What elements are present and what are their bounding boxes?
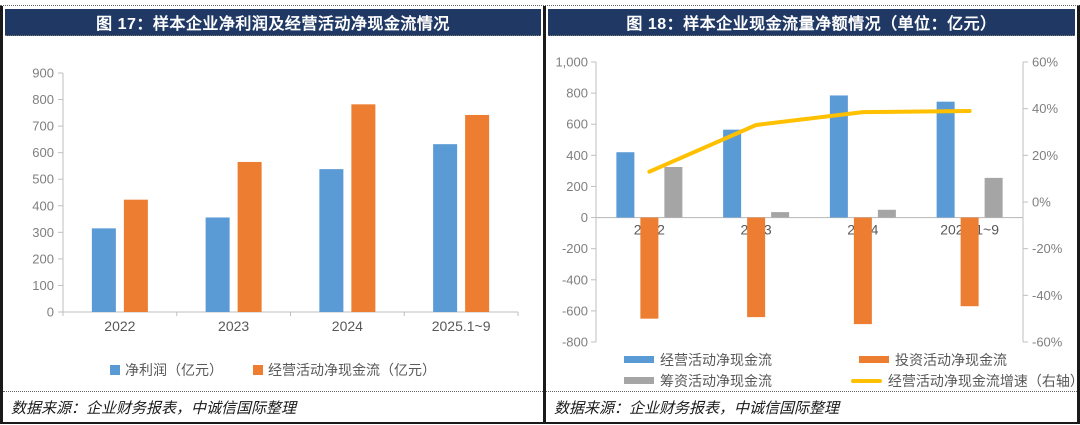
x-category-label: 2024: [332, 318, 363, 334]
legend-item-0: 经营活动净现金流: [624, 350, 859, 370]
bar: [877, 209, 896, 218]
bar-series-2: [664, 167, 1003, 218]
bar: [853, 217, 872, 325]
legend-swatch-icon: [859, 356, 889, 363]
growth-line-series: [647, 109, 972, 174]
bar-series-0: [91, 144, 458, 312]
bar: [664, 167, 683, 218]
right-y-tick-label: -40%: [1032, 288, 1063, 303]
right-y-tick-label: 60%: [1032, 55, 1058, 70]
legend-item-1: 投资活动净现金流: [859, 350, 1007, 370]
legend-label: 投资活动净现金流: [895, 351, 1007, 368]
y-axis: 0 100 200 300 400 500 600 700 800 900: [32, 66, 64, 320]
left-y-tick-label: 400: [566, 148, 588, 163]
figure-18-title: 图 18：样本企业现金流量净额情况（单位：亿元）: [548, 9, 1075, 36]
figure-17-legend: 净利润（亿元） 经营活动净现金流（亿元）: [3, 349, 543, 391]
left-y-tick-label: -200: [562, 241, 588, 256]
bar: [205, 217, 230, 312]
figures-table: 图 17：样本企业净利润及经营活动净现金流情况 0 100 200 300 400 500…: [0, 5, 1080, 424]
y-tick-label: 200: [32, 251, 54, 266]
figure-18-legend: 经营活动净现金流 投资活动净现金流筹资活动净现金流 经营活动净现金流增速（右轴）: [546, 349, 1080, 391]
y-tick-label: 600: [32, 145, 54, 160]
legend-label: 筹资活动净现金流: [660, 372, 772, 389]
right-y-tick-label: -60%: [1032, 335, 1063, 350]
legend-label: 经营活动净现金流增速（右轴）: [887, 372, 1080, 389]
right-y-tick-label: 40%: [1032, 101, 1058, 116]
y-tick-label: 0: [47, 305, 54, 320]
bar-series-0: [616, 95, 955, 218]
bar: [829, 95, 848, 218]
bar: [640, 217, 659, 319]
left-y-tick-label: 600: [566, 117, 588, 132]
bar: [960, 217, 979, 307]
y-tick-label: 500: [32, 172, 54, 187]
left-y-tick-label: -400: [562, 272, 588, 287]
x-category-label: 2022: [104, 318, 135, 334]
x-category-label: 2025.1~9: [432, 318, 491, 334]
legend-row-1: 筹资活动净现金流 经营活动净现金流增速（右轴）: [624, 370, 1080, 391]
bar: [771, 212, 790, 218]
y-tick-label: 800: [32, 92, 54, 107]
figure-18-panel: 图 18：样本企业现金流量净额情况（单位：亿元） 1,000 800 600 400 2…: [543, 6, 1080, 422]
figure-18-source: 数据来源：企业财务报表，中诚信国际整理: [546, 391, 1077, 422]
bar: [237, 161, 262, 312]
y-tick-label: 400: [32, 198, 54, 213]
legend-row-0: 经营活动净现金流 投资活动净现金流: [624, 349, 1077, 370]
bar: [319, 169, 344, 312]
right-y-tick-label: 20%: [1032, 148, 1058, 163]
bar: [433, 144, 458, 312]
legend-label: 净利润（亿元）: [125, 362, 223, 378]
left-y-tick-label: 200: [566, 179, 588, 194]
bar: [465, 114, 490, 312]
figure-17-bar-chart: 0 100 200 300 400 500 600 700 800 900 2022 2023 2024…: [32, 66, 519, 334]
bar: [984, 177, 1003, 218]
bar: [91, 228, 116, 312]
x-axis: 2022 2023 2024 2025.1~9: [62, 311, 519, 334]
left-y-tick-label: 800: [566, 86, 588, 101]
right-y-tick-label: 0%: [1032, 195, 1051, 210]
left-y-axis: 1,000 800 600 400 200 0 -200 -400 -600 -800: [555, 55, 597, 350]
legend-item-3: 经营活动净现金流增速（右轴）: [850, 371, 1080, 391]
figure-17-source: 数据来源：企业财务报表，中诚信国际整理: [3, 391, 543, 422]
left-y-tick-label: -800: [562, 335, 588, 350]
legend-swatch-icon: [624, 356, 654, 363]
legend-swatch-icon: [110, 365, 120, 375]
right-y-tick-label: -20%: [1032, 241, 1063, 256]
legend-label: 经营活动净现金流（亿元）: [268, 362, 436, 378]
right-y-axis: 60% 40% 20% 0% -20% -40% -60%: [1022, 55, 1063, 350]
legend-item-1: 经营活动净现金流（亿元）: [253, 360, 436, 380]
bar: [936, 101, 955, 218]
bar: [123, 199, 148, 312]
bar: [747, 217, 766, 318]
figure-17-title: 图 17：样本企业净利润及经营活动净现金流情况: [5, 9, 541, 36]
left-y-tick-label: -600: [562, 303, 588, 318]
bar: [616, 152, 635, 218]
bar-series-1: [640, 217, 979, 325]
legend-swatch-icon: [253, 365, 263, 375]
legend-item-2: 筹资活动净现金流: [624, 371, 851, 391]
legend-item-0: 净利润（亿元）: [110, 360, 223, 380]
y-tick-label: 900: [32, 66, 54, 81]
y-tick-label: 700: [32, 119, 54, 134]
figure-17-chart-area: 0 100 200 300 400 500 600 700 800 900 2022 2023 2024…: [3, 37, 543, 349]
y-tick-label: 300: [32, 225, 54, 240]
legend-swatch-icon: [624, 377, 654, 384]
y-tick-label: 100: [32, 278, 54, 293]
left-y-tick-label: 1,000: [555, 55, 588, 70]
x-category-label: 2023: [218, 318, 249, 334]
legend-swatch-icon: [850, 378, 882, 383]
figure-18-chart-area: 1,000 800 600 400 200 0 -200 -400 -600 -800 60% 40%…: [546, 37, 1077, 350]
figure-17-panel: 图 17：样本企业净利润及经营活动净现金流情况 0 100 200 300 400 500…: [0, 6, 543, 422]
figure-18-combo-chart: 1,000 800 600 400 200 0 -200 -400 -600 -800 60% 40%…: [555, 55, 1063, 350]
left-y-tick-label: 0: [581, 210, 588, 225]
bar: [723, 129, 742, 218]
bar-series-1: [123, 104, 490, 312]
legend-label: 经营活动净现金流: [660, 351, 772, 368]
bar: [351, 104, 376, 312]
